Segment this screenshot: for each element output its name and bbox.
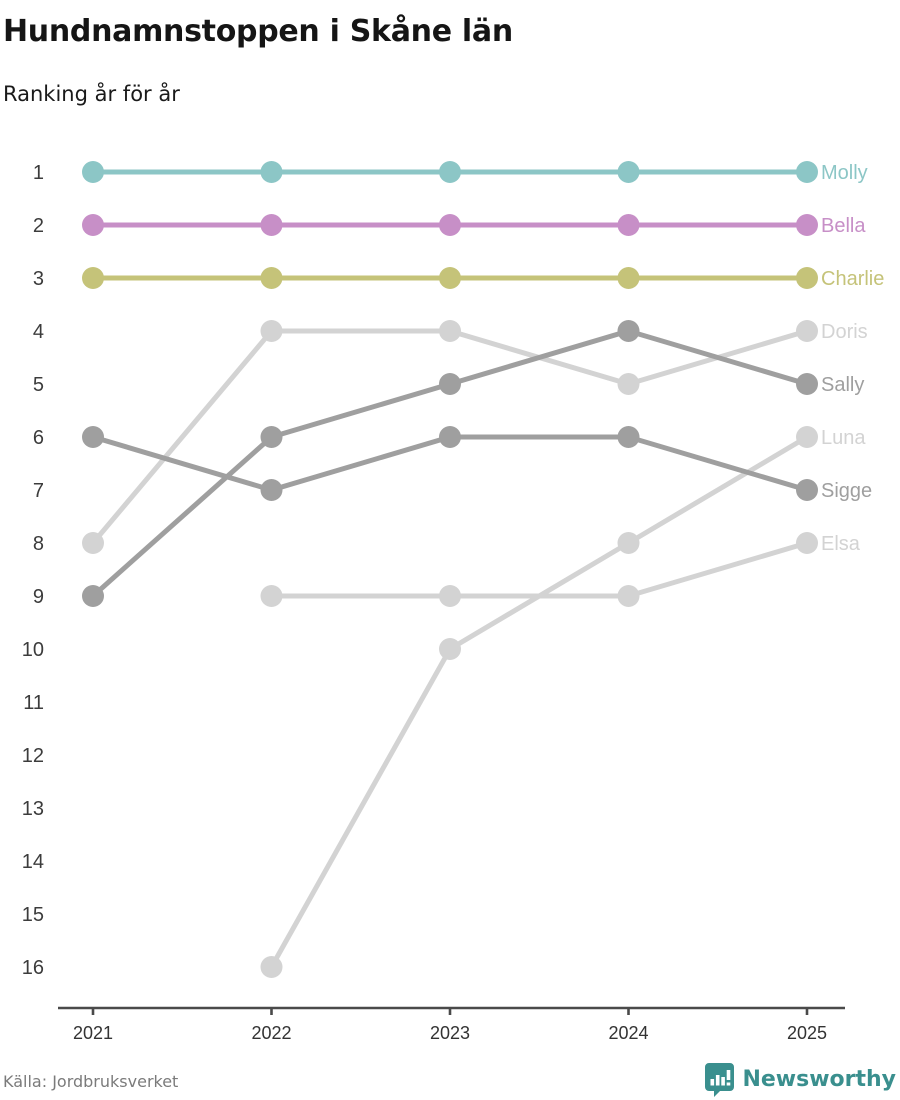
series-dot-sigge: [617, 426, 640, 448]
series-dot-bella: [439, 214, 461, 236]
newsworthy-wordmark: Newsworthy: [742, 1067, 896, 1092]
rank-label-6: 6: [33, 427, 44, 449]
year-label-2023: 2023: [430, 1023, 470, 1043]
series-dot-doris: [796, 320, 818, 342]
series-label-bella: Bella: [821, 215, 866, 237]
series-label-molly: Molly: [821, 162, 868, 184]
chart-subtitle: Ranking år för år: [3, 82, 180, 106]
series-dot-molly: [617, 161, 640, 183]
rank-label-10: 10: [22, 639, 44, 661]
series-dot-charlie: [796, 267, 818, 289]
series-dot-elsa: [796, 532, 818, 554]
rank-label-14: 14: [22, 851, 44, 873]
rank-label-1: 1: [33, 162, 44, 184]
series-dot-charlie: [439, 267, 461, 289]
series-label-charlie: Charlie: [821, 268, 884, 290]
series-dot-molly: [82, 161, 104, 183]
series-label-sigge: Sigge: [821, 480, 872, 502]
series-dot-molly: [796, 161, 818, 183]
series-dot-sigge: [439, 426, 461, 448]
rank-label-2: 2: [33, 215, 44, 237]
series-dot-bella: [260, 214, 283, 236]
series-dot-charlie: [260, 267, 283, 289]
series-dot-bella: [82, 214, 104, 236]
series-dot-charlie: [617, 267, 640, 289]
series-dot-bella: [796, 214, 818, 236]
series-dot-molly: [439, 161, 461, 183]
series-dot-doris: [82, 532, 104, 554]
series-dot-sigge: [260, 479, 283, 501]
series-line-elsa: [271, 540, 808, 599]
chart-title: Hundnamnstoppen i Skåne län: [3, 14, 513, 49]
series-dot-elsa: [617, 585, 640, 607]
series-line-luna: [269, 434, 809, 969]
rank-label-4: 4: [33, 321, 44, 343]
series-dot-doris: [439, 320, 461, 342]
series-label-luna: Luna: [821, 427, 866, 449]
series-dot-luna: [260, 956, 283, 978]
series-dot-charlie: [82, 267, 104, 289]
series-dot-luna: [439, 638, 461, 660]
series-dot-doris: [260, 320, 283, 342]
series-dot-elsa: [260, 585, 283, 607]
year-label-2022: 2022: [251, 1023, 291, 1043]
year-label-2021: 2021: [73, 1023, 113, 1043]
series-line-sally: [91, 328, 808, 598]
series-dot-bella: [617, 214, 640, 236]
series-dot-molly: [260, 161, 283, 183]
series-label-sally: Sally: [821, 374, 864, 396]
rank-label-12: 12: [22, 745, 44, 767]
rank-label-9: 9: [33, 586, 44, 608]
series-label-elsa: Elsa: [821, 533, 861, 555]
year-label-2025: 2025: [787, 1023, 827, 1043]
source-note: Källa: Jordbruksverket: [3, 1072, 179, 1091]
rank-label-3: 3: [33, 268, 44, 290]
rank-label-5: 5: [33, 374, 44, 396]
rank-label-7: 7: [33, 480, 44, 502]
newsworthy-bars-icon: [705, 1063, 735, 1097]
rank-label-16: 16: [22, 957, 44, 979]
series-dot-sally: [82, 585, 104, 607]
newsworthy-logo: Newsworthy: [704, 1062, 896, 1097]
series-dot-sally: [260, 426, 283, 448]
series-dot-sally: [617, 320, 640, 342]
year-label-2024: 2024: [608, 1023, 648, 1043]
series-dot-luna: [617, 532, 640, 554]
series-dot-doris: [617, 373, 640, 395]
series-dot-sally: [439, 373, 461, 395]
rank-label-13: 13: [22, 798, 44, 820]
rank-label-8: 8: [33, 533, 44, 555]
rank-label-11: 11: [23, 692, 44, 714]
series-dot-luna: [796, 426, 818, 448]
series-dot-sigge: [796, 479, 818, 501]
rank-label-15: 15: [22, 904, 44, 926]
series-dot-sally: [796, 373, 818, 395]
series-dot-elsa: [439, 585, 461, 607]
series-dot-sigge: [82, 426, 104, 448]
series-label-doris: Doris: [821, 321, 868, 343]
